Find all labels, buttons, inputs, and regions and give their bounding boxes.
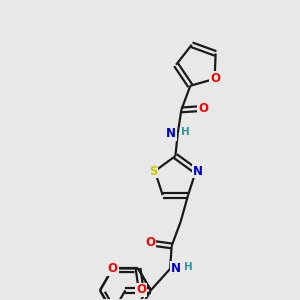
Text: O: O: [145, 236, 155, 249]
Text: H: H: [184, 262, 192, 272]
Text: O: O: [108, 262, 118, 275]
Text: S: S: [149, 164, 158, 178]
Text: O: O: [136, 283, 146, 296]
Text: N: N: [193, 164, 203, 178]
Text: H: H: [181, 127, 190, 137]
Text: N: N: [170, 262, 181, 275]
Text: O: O: [210, 72, 220, 85]
Text: N: N: [166, 127, 176, 140]
Text: O: O: [198, 102, 208, 115]
